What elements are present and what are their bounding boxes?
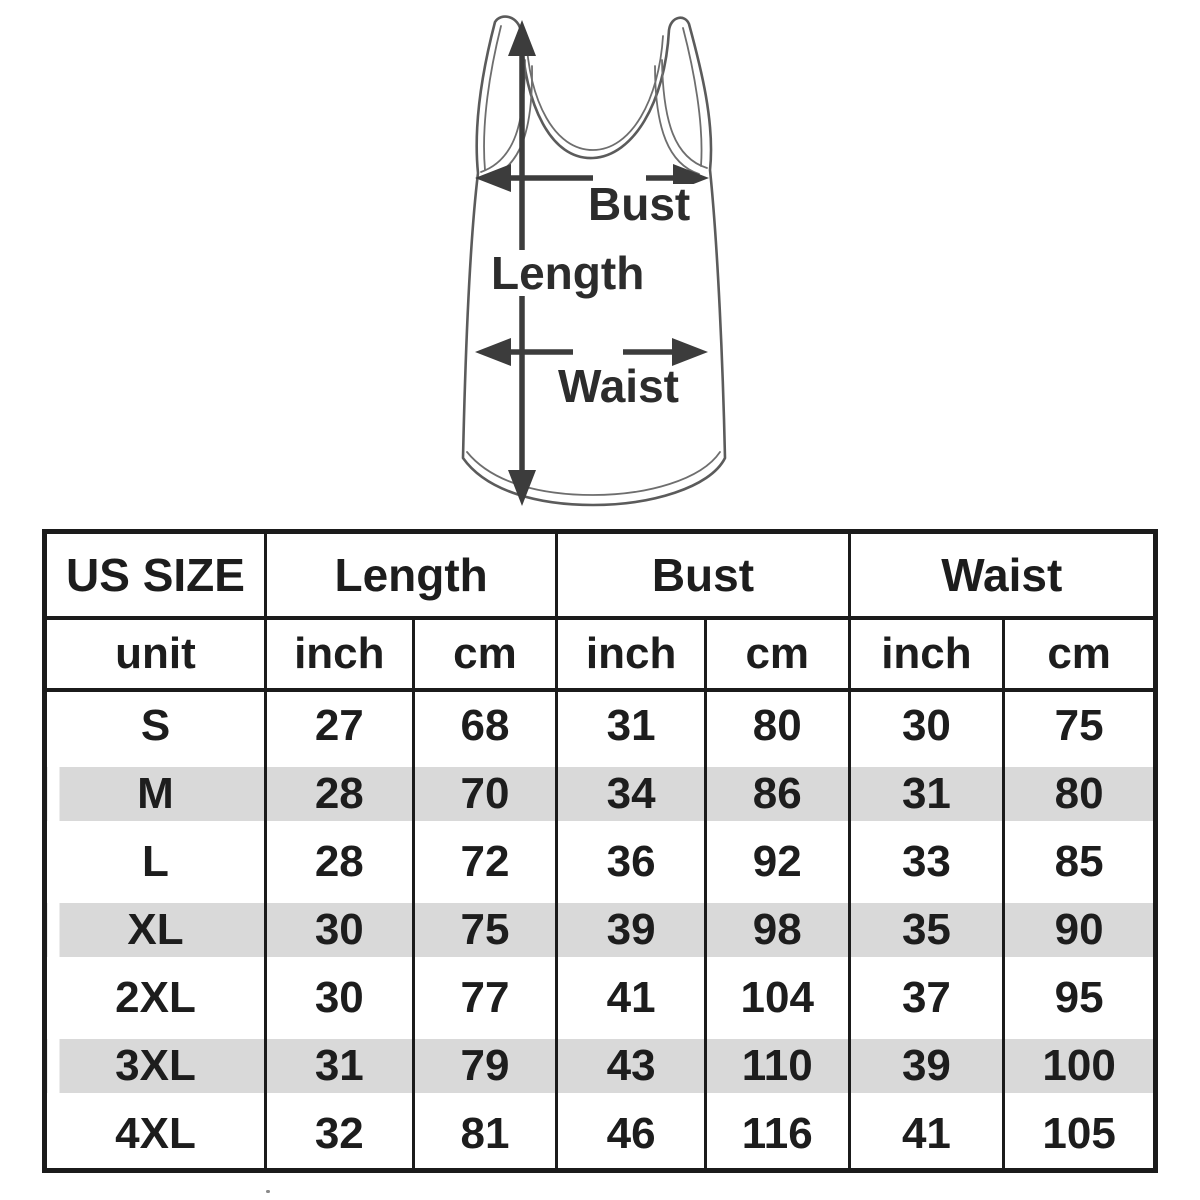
waist-group-header: Waist [847, 531, 1158, 620]
tank-top-outline [461, 15, 727, 507]
value-cell: 92 [703, 828, 851, 896]
waist-label-bg [559, 366, 689, 408]
value-cell: 95 [1002, 964, 1157, 1032]
value-cell: 70 [411, 760, 559, 828]
table-row: M 28 70 34 86 31 80 [43, 760, 1157, 828]
us-size-header: US SIZE [43, 531, 267, 620]
unit-cell: cm [411, 618, 559, 692]
value-cell: 30 [263, 896, 415, 964]
table-row: 2XL 30 77 41 104 37 95 [43, 964, 1157, 1032]
armhole-right [661, 59, 708, 169]
table-row: 4XL 32 81 46 116 41 105 [43, 1100, 1157, 1171]
waist-arrow-right-head [672, 338, 708, 366]
value-cell: 37 [847, 964, 1006, 1032]
value-cell: 80 [703, 690, 851, 760]
value-cell: 31 [263, 1032, 415, 1100]
value-cell: 75 [411, 896, 559, 964]
unit-cell: cm [703, 618, 851, 692]
waist-arrow-left-head [475, 338, 511, 366]
value-cell: 41 [847, 1100, 1006, 1171]
value-cell: 100 [1002, 1032, 1157, 1100]
header-row-units: unit inch cm inch cm inch cm [43, 618, 1157, 692]
value-cell: 28 [263, 828, 415, 896]
value-cell: 104 [703, 964, 851, 1032]
length-label-bg [487, 250, 637, 296]
strap-trim-left [483, 25, 502, 171]
value-cell: 86 [703, 760, 851, 828]
waist-label-group: Waist [558, 360, 689, 412]
size-rows: S 27 68 31 80 30 75 M 28 70 34 86 31 80 L 28 72 36 92 33 85 X… [43, 690, 1157, 1171]
value-cell: 80 [1002, 760, 1157, 828]
value-cell: 32 [263, 1100, 415, 1171]
value-cell: 39 [555, 896, 707, 964]
size-cell: L [43, 828, 267, 896]
length-label: Length [491, 247, 644, 299]
value-cell: 110 [703, 1032, 851, 1100]
unit-cell: inch [263, 618, 415, 692]
value-cell: 77 [411, 964, 559, 1032]
header-row-groups: US SIZE Length Bust Waist [43, 531, 1158, 620]
bust-group-header: Bust [555, 531, 851, 620]
hem-trim [466, 451, 721, 496]
unit-header: unit [43, 618, 267, 692]
value-cell: 68 [411, 690, 559, 760]
size-cell: 2XL [43, 964, 267, 1032]
tank-top-illustration: Bust Length Waist [461, 15, 727, 507]
value-cell: 116 [703, 1100, 851, 1171]
value-cell: 28 [263, 760, 415, 828]
value-cell: 85 [1002, 828, 1157, 896]
size-chart-table: US SIZE Length Bust Waist unit inch cm i… [42, 529, 1158, 1173]
value-cell: 30 [847, 690, 1006, 760]
value-cell: 72 [411, 828, 559, 896]
length-label-group: Length [487, 247, 644, 299]
image-artifact-speck [266, 1190, 270, 1193]
armhole-right-trim [654, 65, 700, 175]
value-cell: 30 [263, 964, 415, 1032]
length-arrow-down-head [508, 470, 536, 506]
value-cell: 41 [555, 964, 707, 1032]
value-cell: 43 [555, 1032, 707, 1100]
value-cell: 39 [847, 1032, 1006, 1100]
size-cell: M [43, 760, 267, 828]
value-cell: 35 [847, 896, 1006, 964]
value-cell: 81 [411, 1100, 559, 1171]
unit-cell: cm [1002, 618, 1157, 692]
length-arrow-up-head [508, 20, 536, 56]
value-cell: 98 [703, 896, 851, 964]
value-cell: 34 [555, 760, 707, 828]
bust-label-bg [591, 184, 703, 224]
bust-arrow-left-head [475, 164, 511, 192]
table-row: L 28 72 36 92 33 85 [43, 828, 1157, 896]
size-cell: XL [43, 896, 267, 964]
strap-trim-right [682, 27, 703, 167]
value-cell: 36 [555, 828, 707, 896]
value-cell: 31 [555, 690, 707, 760]
bust-label: Bust [588, 178, 690, 230]
size-cell: 3XL [43, 1032, 267, 1100]
garment-diagram: Bust Length Waist [425, 8, 785, 520]
table-row: S 27 68 31 80 30 75 [43, 690, 1157, 760]
bust-label-group: Bust [588, 178, 703, 230]
value-cell: 27 [263, 690, 415, 760]
neckline-trim [525, 33, 664, 151]
table-row: XL 30 75 39 98 35 90 [43, 896, 1157, 964]
length-group-header: Length [263, 531, 559, 620]
waist-label: Waist [558, 360, 679, 412]
unit-cell: inch [847, 618, 1006, 692]
value-cell: 79 [411, 1032, 559, 1100]
value-cell: 105 [1002, 1100, 1157, 1171]
value-cell: 46 [555, 1100, 707, 1171]
size-cell: S [43, 690, 267, 760]
armhole-left-trim [488, 65, 533, 179]
value-cell: 33 [847, 828, 1006, 896]
unit-cell: inch [555, 618, 707, 692]
table-header: US SIZE Length Bust Waist unit inch cm i… [43, 531, 1158, 692]
armhole-left [480, 59, 526, 173]
value-cell: 90 [1002, 896, 1157, 964]
value-cell: 31 [847, 760, 1006, 828]
table-row: 3XL 31 79 43 110 39 100 [43, 1032, 1157, 1100]
size-cell: 4XL [43, 1100, 267, 1171]
value-cell: 75 [1002, 690, 1157, 760]
